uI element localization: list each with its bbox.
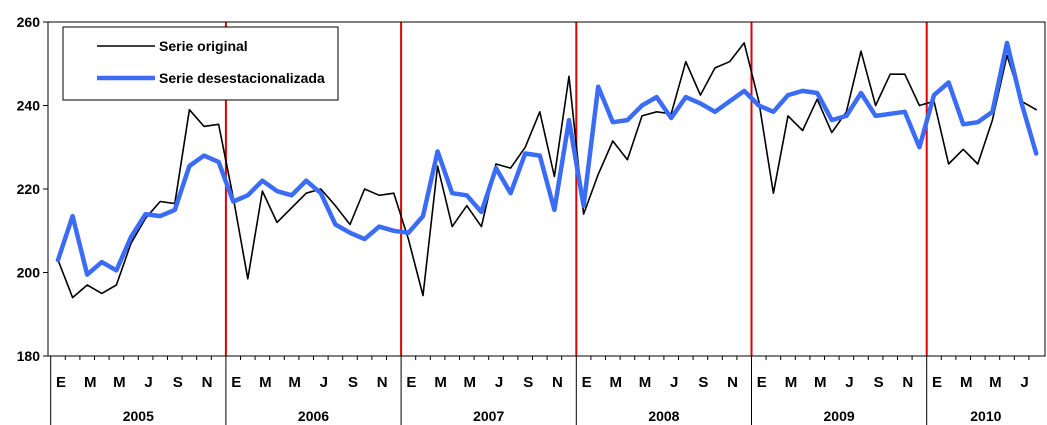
y-tick-label: 180: [17, 348, 41, 364]
y-tick-label: 220: [17, 181, 41, 197]
legend-box: [62, 26, 339, 101]
month-tick-label: M: [989, 374, 1002, 391]
month-tick-label: M: [464, 374, 477, 391]
month-tick-label: M: [84, 374, 97, 391]
month-tick-label: S: [348, 374, 358, 391]
month-tick-label: E: [56, 374, 66, 391]
month-tick-label: M: [113, 374, 126, 391]
month-tick-label: E: [406, 374, 416, 391]
month-tick-label: J: [320, 374, 328, 391]
month-tick-label: M: [610, 374, 623, 391]
y-tick-label: 200: [17, 265, 41, 281]
year-label: 2008: [648, 408, 679, 424]
plot-area-border: [47, 21, 1046, 357]
month-tick-label: S: [874, 374, 884, 391]
month-tick-label: E: [757, 374, 767, 391]
legend-label-original: Serie original: [159, 38, 248, 54]
month-tick-label: J: [670, 374, 678, 391]
month-tick-label: E: [231, 374, 241, 391]
month-tick-label: M: [288, 374, 301, 391]
month-tick-label: M: [814, 374, 827, 391]
legend-label-desestacionalizada: Serie desestacionalizada: [159, 70, 325, 86]
y-axis: 180 200 220 240 260: [17, 14, 48, 364]
year-label: 2010: [970, 408, 1001, 424]
month-tick-label: E: [932, 374, 942, 391]
year-label: 2009: [824, 408, 855, 424]
series-line-desestacionalizada: [55, 40, 1039, 277]
month-tick-label: M: [434, 374, 447, 391]
month-tick-label: J: [495, 374, 503, 391]
month-tick-label: M: [785, 374, 798, 391]
month-tick-label: J: [1020, 374, 1028, 391]
month-tick-label: S: [698, 374, 708, 391]
month-tick-label: N: [727, 374, 738, 391]
month-tick-label: S: [173, 374, 183, 391]
month-tick-label: N: [902, 374, 913, 391]
month-tick-label: M: [960, 374, 973, 391]
month-tick-label: J: [845, 374, 853, 391]
month-tick-label: J: [144, 374, 152, 391]
month-tick-label: S: [523, 374, 533, 391]
y-tick-label: 240: [17, 98, 41, 114]
year-label: 2006: [298, 408, 329, 424]
month-tick-label: E: [582, 374, 592, 391]
month-tick-label: M: [259, 374, 272, 391]
month-tick-label: N: [552, 374, 563, 391]
year-label: 2005: [123, 408, 154, 424]
month-tick-label: N: [377, 374, 388, 391]
y-tick-label: 260: [17, 14, 41, 30]
year-label: 2007: [473, 408, 504, 424]
series-line-original: [57, 42, 1037, 299]
month-tick-label: N: [202, 374, 213, 391]
series-lines: [55, 40, 1039, 299]
legend: Serie original Serie desestacionalizada: [62, 26, 339, 101]
month-tick-label: M: [639, 374, 652, 391]
